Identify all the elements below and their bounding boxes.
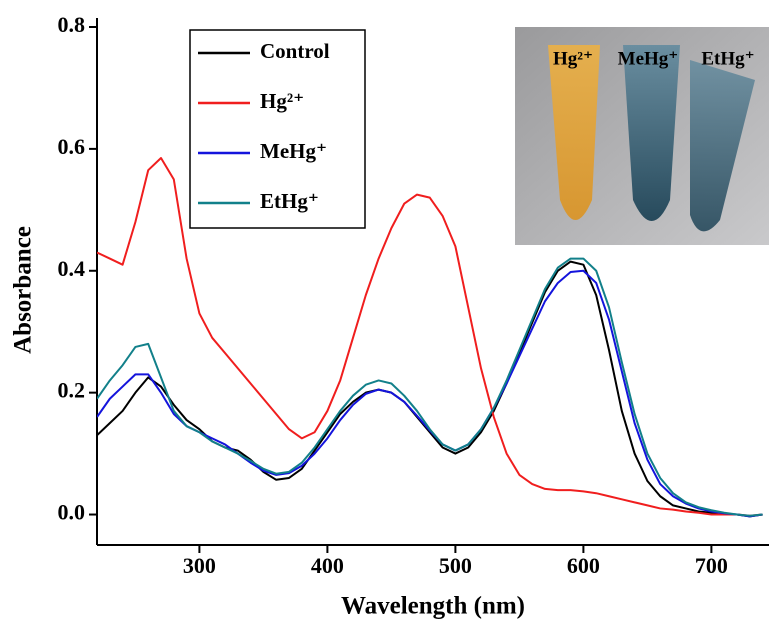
legend-label: Control [260, 39, 330, 63]
legend-label: MeHg⁺ [260, 139, 327, 163]
inset-label: Hg²⁺ [553, 48, 593, 69]
x-tick-label: 700 [695, 553, 728, 578]
inset-photo: Hg²⁺ MeHg⁺ EtHg⁺ [515, 27, 769, 245]
inset-label: EtHg⁺ [701, 48, 754, 69]
series-line [97, 157, 763, 517]
tube [548, 45, 600, 220]
y-axis-title: Absorbance [10, 226, 37, 354]
legend-label: EtHg⁺ [260, 189, 319, 213]
x-axis-title: Wavelength (nm) [341, 593, 525, 620]
y-tick-label: 0.8 [58, 12, 86, 37]
y-tick-label: 0.2 [58, 378, 86, 403]
y-tick-label: 0.6 [58, 134, 86, 159]
legend-box [189, 29, 366, 229]
x-tick-label: 300 [183, 553, 216, 578]
y-tick-label: 0.0 [58, 500, 86, 525]
plot-lines [97, 157, 763, 518]
y-tick-label: 0.4 [58, 256, 86, 281]
series-line [97, 257, 763, 517]
x-tick-label: 500 [439, 553, 472, 578]
x-tick-label: 600 [567, 553, 600, 578]
inset-label: MeHg⁺ [618, 48, 679, 69]
legend: Control Hg²⁺ MeHg⁺ EtHg⁺ [189, 29, 366, 229]
tube [623, 45, 680, 221]
x-tick-label: 400 [311, 553, 344, 578]
legend-label: Hg²⁺ [260, 89, 304, 113]
tube [690, 60, 755, 232]
